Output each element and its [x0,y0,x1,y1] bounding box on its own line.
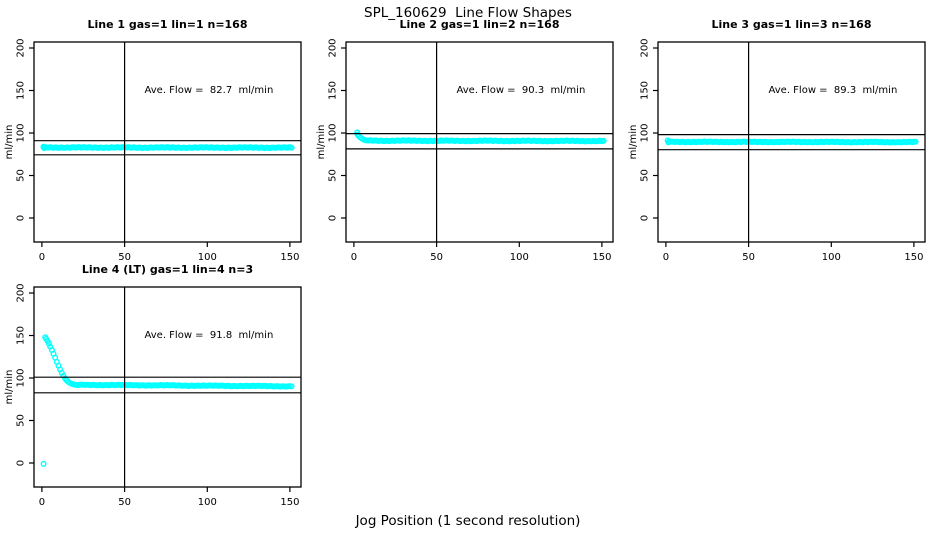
y-tick-label: 100 [328,123,339,142]
y-tick-label: 100 [16,368,27,387]
y-tick-label: 0 [16,460,27,466]
x-tick-label: 150 [592,252,611,263]
x-tick-label: 0 [663,252,669,263]
y-tick-label: 200 [16,283,27,302]
plot-box [33,286,302,488]
y-tick-label: 150 [16,81,27,100]
data-point [912,138,919,145]
x-tick-label: 100 [198,497,217,508]
x-tick-label: 50 [118,252,131,263]
x-tick-label: 100 [510,252,529,263]
panel-title: Line 4 (LT) gas=1 lin=4 n=3 [81,263,254,276]
figure-title: SPL_160629 Line Flow Shapes [364,5,572,21]
x-tick-label: 100 [198,252,217,263]
y-tick-label: 50 [640,169,651,182]
y-tick-label: 150 [328,81,339,100]
x-tick-label: 50 [430,252,443,263]
plot-svg: 0 50 100 150 0 50 100 150 200 [16,283,302,508]
y-tick-label: 50 [16,414,27,427]
panel-line-4: Line 4 (LT) gas=1 lin=4 n=3 ml/min Ave. … [0,259,312,521]
x-tick-label: 0 [351,252,357,263]
plot-svg: 0 50 100 150 0 50 100 150 200 [640,38,926,263]
plot-box [657,41,926,243]
y-tick-label: 200 [328,38,339,57]
y-tick-label: 100 [16,123,27,142]
data-point [40,460,47,467]
y-tick-label: 50 [16,169,27,182]
plot-svg: 0 50 100 150 0 50 100 150 200 [16,38,302,263]
y-tick-label: 200 [16,38,27,57]
data-point [288,144,295,151]
x-tick-label: 50 [118,497,131,508]
y-tick-label: 150 [640,81,651,100]
data-point [45,340,52,347]
x-tick-label: 150 [280,497,299,508]
plot-svg: 0 50 100 150 0 50 100 150 200 [328,38,614,263]
y-tick-label: 50 [328,169,339,182]
plot-box [345,41,614,243]
y-tick-label: 0 [640,215,651,221]
x-tick-label: 0 [39,252,45,263]
y-tick-label: 100 [640,123,651,142]
ave-flow-annotation: Ave. Flow = 89.3 ml/min [768,84,898,96]
y-tick-label: 150 [16,326,27,345]
x-axis-label: Jog Position (1 second resolution) [355,513,581,529]
panel-title: Line 3 gas=1 lin=3 n=168 [711,18,872,31]
panel-title: Line 2 gas=1 lin=2 n=168 [399,18,560,31]
data-point [600,137,607,144]
panel-line-1: Line 1 gas=1 lin=1 n=168 ml/min Ave. Flo… [0,14,312,276]
x-tick-label: 150 [280,252,299,263]
panel-title: Line 1 gas=1 lin=1 n=168 [87,18,248,31]
ave-flow-annotation: Ave. Flow = 82.7 ml/min [144,84,274,96]
y-tick-label: 0 [328,215,339,221]
y-tick-label: 0 [16,215,27,221]
x-tick-label: 50 [742,252,755,263]
ave-flow-annotation: Ave. Flow = 91.8 ml/min [144,329,274,341]
x-tick-label: 150 [904,252,923,263]
x-tick-label: 0 [39,497,45,508]
panel-line-2: Line 2 gas=1 lin=2 n=168 ml/min Ave. Flo… [312,14,624,276]
plot-box [33,41,302,243]
data-point [288,383,295,390]
panel-line-3: Line 3 gas=1 lin=3 n=168 ml/min Ave. Flo… [624,14,936,276]
x-tick-label: 100 [822,252,841,263]
y-tick-label: 200 [640,38,651,57]
ave-flow-annotation: Ave. Flow = 90.3 ml/min [456,84,586,96]
